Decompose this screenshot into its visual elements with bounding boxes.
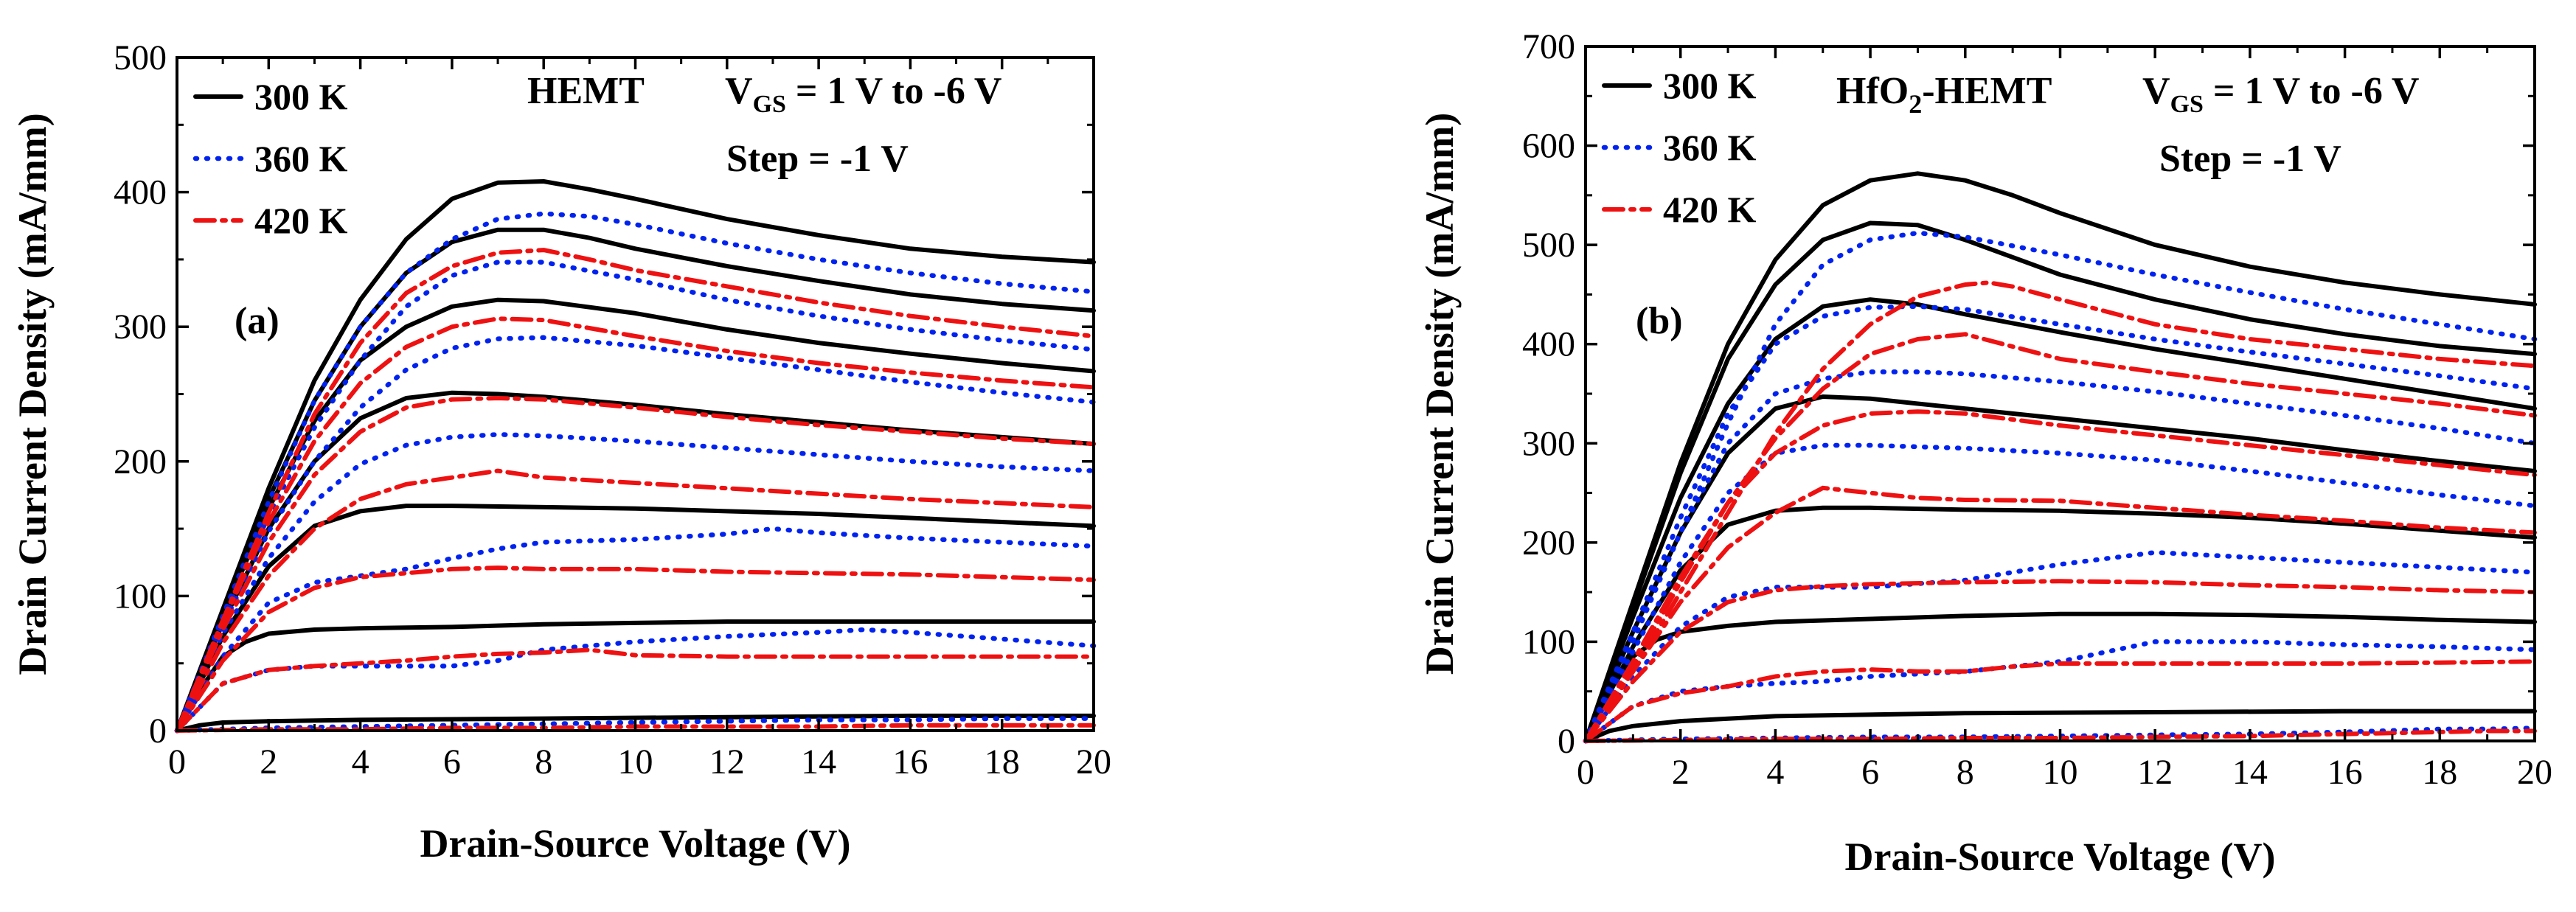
chart-panel-a: 0 2 4 6 8 10 12 14 16 18 200100200300400500Drain-S… [10, 38, 1111, 866]
panel-label: (b) [1636, 300, 1683, 342]
step-label: Step = -1 V [2159, 138, 2341, 180]
x-tick-label: 20 [2517, 753, 2552, 792]
data-curve-360k-vgs3 [1583, 442, 2538, 744]
legend-label: 420 K [254, 200, 348, 241]
plot-area [174, 179, 1097, 734]
data-curve-300k-vgs1 [175, 227, 1096, 733]
y-tick-label: 600 [1522, 127, 1575, 166]
data-curve-300k-vgs0 [1583, 171, 2537, 743]
y-tick-label: 500 [114, 38, 167, 77]
data-curve-420k-vgs2 [175, 396, 1096, 733]
y-tick-label: 100 [114, 577, 167, 616]
x-tick-label: 10 [618, 742, 653, 782]
x-tick-label: 10 [2043, 753, 2078, 792]
x-tick-label: 12 [2137, 753, 2173, 792]
data-curve-360k-vgs6 [174, 716, 1097, 734]
y-tick-label: 300 [1522, 424, 1575, 463]
data-curve-420k-vgs0 [175, 248, 1096, 733]
legend-label: 300 K [254, 76, 348, 117]
data-curve-300k-vgs1 [1583, 220, 2537, 743]
series-420k [1583, 280, 2537, 743]
plot-area [1583, 171, 2538, 744]
data-curve-420k-vgs5 [175, 647, 1096, 733]
x-tick-label: 8 [1957, 753, 1974, 792]
data-curve-360k-vgs5 [1583, 639, 2538, 744]
y-tick-label: 400 [1522, 325, 1575, 364]
x-tick-label: 2 [260, 742, 277, 782]
panel-label: (a) [235, 300, 280, 342]
step-label: Step = -1 V [726, 138, 909, 180]
data-curve-420k-vgs1 [1583, 332, 2537, 743]
y-tick-label: 200 [1522, 523, 1575, 563]
legend-label: 360 K [254, 138, 348, 179]
x-axis-title: Drain-Source Voltage (V) [420, 821, 851, 866]
data-curve-360k-vgs2 [1583, 369, 2538, 744]
data-curve-360k-vgs4 [174, 526, 1097, 734]
y-tick-label: 100 [1522, 622, 1575, 661]
y-tick-label: 300 [114, 307, 167, 347]
x-tick-label: 12 [709, 742, 745, 782]
y-tick-label: 400 [114, 173, 167, 212]
data-curve-420k-vgs2 [1583, 409, 2537, 743]
data-curve-360k-vgs2 [174, 335, 1097, 734]
x-tick-label: 20 [1076, 742, 1111, 782]
data-curve-300k-vgs0 [175, 179, 1096, 733]
series-300k [1583, 171, 2537, 743]
legend: 300 K 360 K 420 K [192, 76, 348, 241]
y-axis-title: Drain Current Density (mA/mm) [10, 113, 55, 675]
x-tick-label: 2 [1672, 753, 1690, 792]
x-axis-title: Drain-Source Voltage (V) [1845, 835, 2276, 879]
data-curve-360k-vgs3 [174, 432, 1097, 734]
data-curve-360k-vgs1 [174, 260, 1097, 734]
data-curve-420k-vgs4 [175, 565, 1096, 733]
series-420k [175, 248, 1096, 733]
data-curve-300k-vgs4 [175, 504, 1096, 733]
data-curve-360k-vgs0 [1583, 230, 2538, 744]
x-tick-label: 18 [2422, 753, 2457, 792]
legend-label: 360 K [1663, 127, 1757, 168]
x-tick-label: 6 [443, 742, 461, 782]
x-tick-label: 6 [1861, 753, 1879, 792]
legend-label: 420 K [1663, 189, 1757, 230]
data-curve-420k-vgs3 [1583, 485, 2537, 743]
x-tick-label: 14 [801, 742, 836, 782]
x-tick-label: 4 [352, 742, 369, 782]
legend-label: 300 K [1663, 65, 1757, 106]
y-tick-label: 500 [1522, 226, 1575, 265]
y-tick-label: 0 [149, 711, 167, 751]
vgs-range-label: VGS = 1 V to -6 V [2142, 70, 2419, 118]
x-tick-label: 16 [892, 742, 928, 782]
x-tick-label: 8 [535, 742, 552, 782]
x-tick-label: 14 [2232, 753, 2268, 792]
x-tick-label: 18 [985, 742, 1020, 782]
data-curve-420k-vgs4 [1583, 579, 2537, 743]
data-curve-300k-vgs5 [1583, 611, 2537, 743]
data-curve-420k-vgs3 [175, 468, 1096, 733]
y-tick-label: 200 [114, 442, 167, 481]
x-tick-label: 4 [1766, 753, 1784, 792]
data-curve-300k-vgs2 [1583, 297, 2537, 743]
x-tick-label: 16 [2327, 753, 2363, 792]
x-tick-label: 0 [168, 742, 186, 782]
data-curve-300k-vgs6 [1583, 709, 2537, 743]
series-300k [175, 179, 1096, 733]
x-tick-label: 0 [1577, 753, 1594, 792]
legend: 300 K 360 K 420 K [1601, 65, 1757, 230]
y-axis-title: Drain Current Density (mA/mm) [1417, 113, 1462, 675]
data-curve-420k-vgs0 [1583, 280, 2537, 743]
device-label: HfO2-HEMT [1836, 70, 2052, 119]
device-label: HEMT [527, 70, 645, 112]
vgs-range-label: VGS = 1 V to -6 V [725, 70, 1001, 118]
data-curve-360k-vgs0 [174, 211, 1097, 734]
y-tick-label: 700 [1522, 27, 1575, 66]
data-curve-300k-vgs3 [1583, 394, 2537, 743]
data-curve-420k-vgs5 [1583, 659, 2537, 743]
y-tick-label: 0 [1558, 722, 1575, 761]
chart-panel-b: 0 2 4 6 8 10 12 14 16 18 200100200300400500600700D… [1417, 27, 2552, 879]
